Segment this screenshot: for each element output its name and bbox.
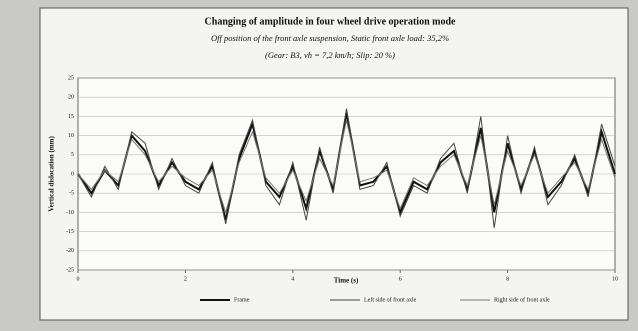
x-tick-label: 6 <box>399 276 402 282</box>
x-tick-label: 2 <box>184 276 187 282</box>
x-tick-label: 10 <box>612 276 618 282</box>
y-tick-label: 20 <box>68 95 74 101</box>
y-tick-label: 0 <box>71 171 74 177</box>
x-tick-label: 4 <box>291 276 294 282</box>
x-axis-label: Time (s) <box>334 277 359 285</box>
chart-title: Changing of amplitude in four wheel driv… <box>205 16 456 27</box>
series-line <box>77 108 616 228</box>
y-tick-label: 10 <box>68 133 74 139</box>
y-axis-label: Vertical dislocation (mm) <box>48 136 56 212</box>
x-tick-label: 0 <box>77 276 80 282</box>
y-tick-label: 15 <box>68 114 74 120</box>
legend-label: Frame <box>234 297 250 303</box>
series-line <box>77 120 616 215</box>
y-tick-label: 5 <box>71 152 74 158</box>
chart-subtitle: (Gear: B3, vh = 7,2 km/h; Slip: 20 %) <box>265 50 395 60</box>
legend-label: Right side of front axle <box>494 296 550 303</box>
y-tick-label: -10 <box>66 210 74 216</box>
x-tick-label: 8 <box>506 276 509 282</box>
y-tick-label: -5 <box>69 191 74 197</box>
legend-label: Left side of front axle <box>364 296 417 303</box>
y-tick-label: -20 <box>66 248 74 254</box>
y-tick-label: 25 <box>68 75 74 81</box>
y-tick-label: -15 <box>66 229 74 235</box>
chart-subtitle: Off position of the front axle suspensio… <box>211 33 449 43</box>
y-tick-label: -25 <box>66 267 74 273</box>
